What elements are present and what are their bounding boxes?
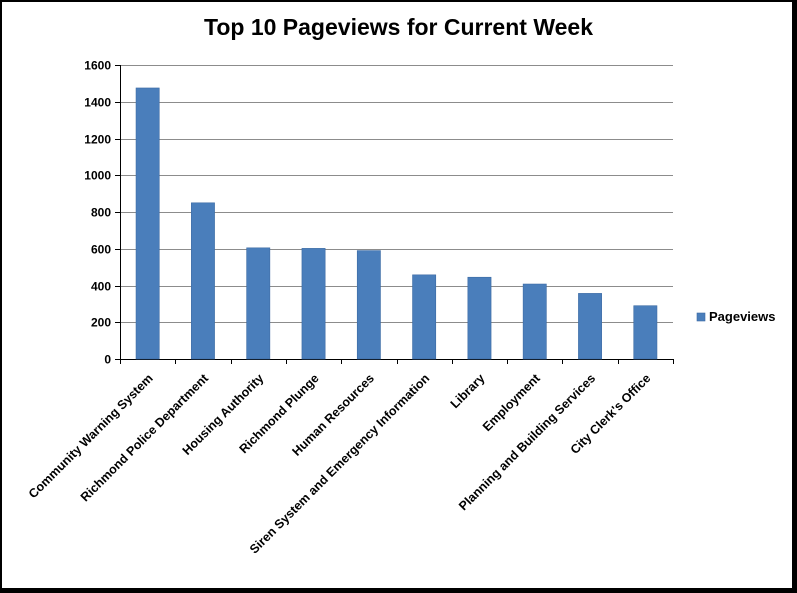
y-tick-label: 200 [91, 316, 111, 330]
bar [301, 248, 326, 360]
y-tick-label: 800 [91, 206, 111, 220]
y-tick-label: 400 [91, 280, 111, 294]
bar [191, 202, 215, 360]
bar [578, 293, 602, 360]
y-tick-label: 1200 [84, 133, 111, 147]
y-tick-label: 1000 [84, 169, 111, 183]
chart-title: Top 10 Pageviews for Current Week [204, 14, 593, 40]
y-tick-label: 0 [104, 353, 111, 367]
bar [633, 305, 658, 360]
y-tick-label: 600 [91, 243, 111, 257]
legend-label: Pageviews [709, 309, 776, 324]
bar [467, 276, 492, 360]
y-tick-label: 1600 [84, 59, 111, 73]
bar [356, 250, 381, 360]
x-tick-label: Library [448, 371, 488, 411]
bar [246, 247, 271, 360]
y-tick-label: 1400 [84, 96, 111, 110]
legend-swatch [696, 312, 706, 322]
bar [522, 283, 547, 360]
bar [135, 87, 160, 360]
bar [412, 274, 437, 360]
